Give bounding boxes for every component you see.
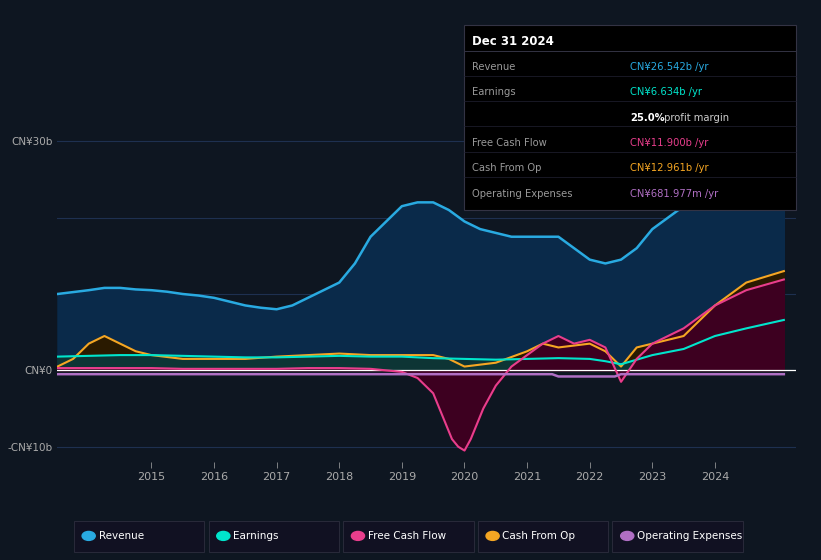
Text: CN¥11.900b /yr: CN¥11.900b /yr — [631, 138, 709, 148]
Text: CN¥681.977m /yr: CN¥681.977m /yr — [631, 189, 718, 199]
Text: Revenue: Revenue — [472, 62, 516, 72]
Text: Earnings: Earnings — [233, 531, 278, 541]
Text: CN¥12.961b /yr: CN¥12.961b /yr — [631, 163, 709, 173]
Text: profit margin: profit margin — [662, 113, 729, 123]
Text: 25.0%: 25.0% — [631, 113, 665, 123]
Text: Operating Expenses: Operating Expenses — [472, 189, 572, 199]
Text: CN¥6.634b /yr: CN¥6.634b /yr — [631, 87, 702, 97]
Text: Revenue: Revenue — [99, 531, 144, 541]
Text: Earnings: Earnings — [472, 87, 516, 97]
Text: Free Cash Flow: Free Cash Flow — [368, 531, 446, 541]
Text: Cash From Op: Cash From Op — [502, 531, 576, 541]
Text: CN¥26.542b /yr: CN¥26.542b /yr — [631, 62, 709, 72]
Text: Dec 31 2024: Dec 31 2024 — [472, 35, 554, 48]
Text: Cash From Op: Cash From Op — [472, 163, 542, 173]
Text: Free Cash Flow: Free Cash Flow — [472, 138, 547, 148]
Text: Operating Expenses: Operating Expenses — [637, 531, 742, 541]
